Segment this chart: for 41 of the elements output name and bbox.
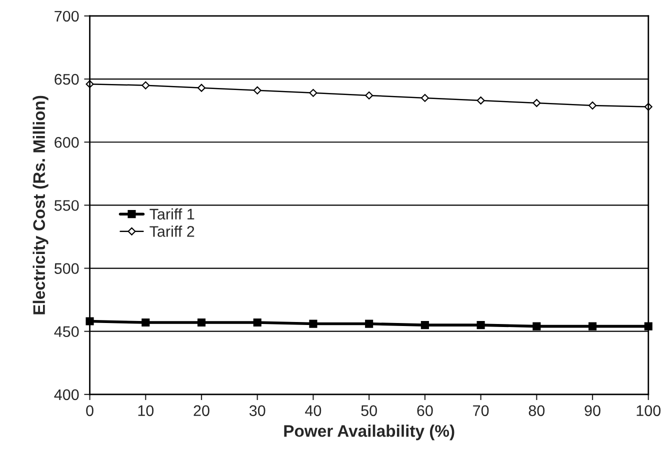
y-tick-label: 550 (54, 200, 79, 211)
point (198, 84, 206, 92)
point (588, 102, 597, 110)
y-axis-title: Electricity Cost (Rs. Million) (32, 96, 48, 314)
y-tick-label: 500 (54, 263, 79, 274)
point (365, 91, 374, 100)
y-tick-label: 700 (54, 10, 79, 22)
point (365, 320, 374, 328)
x-tick-label: 70 (473, 405, 489, 416)
point (142, 81, 150, 90)
x-tick-label: 100 (636, 405, 661, 416)
point (476, 321, 485, 330)
legend-label: Tariff 1 (150, 208, 194, 220)
point (420, 94, 429, 102)
legend-label: Tariff 2 (150, 226, 194, 237)
x-tick-label: 30 (249, 405, 266, 416)
y-tick-label: 650 (54, 74, 79, 85)
x-axis-title: Power Availability (%) (284, 424, 454, 440)
y-tick-label: 400 (54, 389, 79, 400)
x-tick-label: 80 (528, 405, 545, 416)
point (197, 318, 206, 327)
x-tick-label: 40 (305, 405, 322, 416)
point (420, 321, 429, 330)
x-tick-label: 10 (138, 405, 154, 416)
point (476, 96, 485, 104)
point (532, 322, 541, 330)
point (253, 86, 262, 94)
x-tick-label: 90 (584, 405, 600, 416)
y-tick-label: 450 (54, 326, 79, 338)
point (588, 322, 597, 330)
point (142, 318, 150, 327)
x-tick-label: 50 (361, 405, 377, 416)
point (532, 99, 541, 108)
point (309, 88, 318, 97)
point (309, 320, 318, 328)
x-tick-label: 20 (194, 405, 210, 416)
point (253, 318, 262, 327)
x-tick-label: 60 (417, 405, 433, 416)
y-tick-label: 600 (54, 136, 79, 148)
x-tick-label: 0 (86, 405, 94, 416)
point (86, 317, 94, 326)
